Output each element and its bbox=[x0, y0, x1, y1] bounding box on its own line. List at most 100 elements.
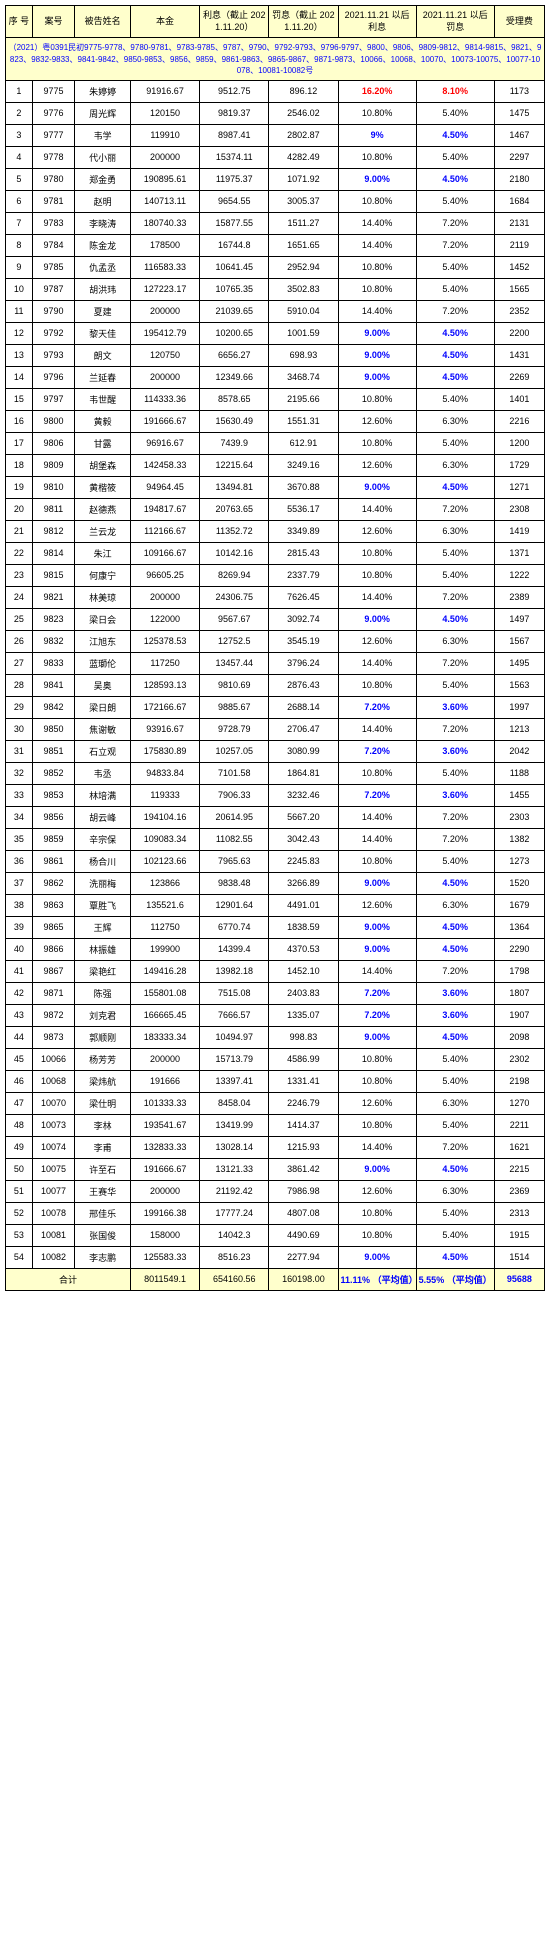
cell-after-penalty: 5.40% bbox=[416, 1202, 494, 1224]
cell-fee: 2308 bbox=[494, 498, 544, 520]
table-row: 39777韦学1199108987.412802.879%4.50%1467 bbox=[6, 124, 545, 146]
cell-after-penalty: 4.50% bbox=[416, 168, 494, 190]
cell-seq: 41 bbox=[6, 960, 33, 982]
cell-penalty: 4490.69 bbox=[269, 1224, 338, 1246]
col-principal: 本金 bbox=[130, 6, 199, 38]
cell-fee: 2200 bbox=[494, 322, 544, 344]
cell-name: 胡云峰 bbox=[75, 806, 131, 828]
cell-after-interest: 9.00% bbox=[338, 344, 416, 366]
cell-name: 杨合川 bbox=[75, 850, 131, 872]
cell-case: 9859 bbox=[32, 828, 74, 850]
cell-principal: 178500 bbox=[130, 234, 199, 256]
cell-seq: 4 bbox=[6, 146, 33, 168]
header-row: 序 号 案号 被告姓名 本金 利息（截止 2021.11.20） 罚息（截止 2… bbox=[6, 6, 545, 38]
cell-interest: 9728.79 bbox=[200, 718, 269, 740]
table-row: 4810073李林193541.6713419.991414.3710.80%5… bbox=[6, 1114, 545, 1136]
cell-name: 韦丞 bbox=[75, 762, 131, 784]
cell-penalty: 1651.65 bbox=[269, 234, 338, 256]
cell-principal: 122000 bbox=[130, 608, 199, 630]
cell-penalty: 5536.17 bbox=[269, 498, 338, 520]
cell-penalty: 1838.59 bbox=[269, 916, 338, 938]
cell-after-interest: 12.60% bbox=[338, 894, 416, 916]
cell-case: 10066 bbox=[32, 1048, 74, 1070]
cell-name: 洗丽梅 bbox=[75, 872, 131, 894]
table-row: 339853林培满1193337906.333232.467.20%3.60%1… bbox=[6, 784, 545, 806]
cell-seq: 34 bbox=[6, 806, 33, 828]
cell-seq: 22 bbox=[6, 542, 33, 564]
cell-principal: 116583.33 bbox=[130, 256, 199, 278]
table-row: 299842梁日朗172166.679885.672688.147.20%3.6… bbox=[6, 696, 545, 718]
cell-after-penalty: 3.60% bbox=[416, 982, 494, 1004]
cell-interest: 12349.66 bbox=[200, 366, 269, 388]
sum-after-interest: 11.11% （平均值） bbox=[338, 1268, 416, 1290]
cell-after-penalty: 3.60% bbox=[416, 696, 494, 718]
cell-penalty: 3861.42 bbox=[269, 1158, 338, 1180]
cell-interest: 10641.45 bbox=[200, 256, 269, 278]
table-row: 219812兰云龙112166.6711352.723349.8912.60%6… bbox=[6, 520, 545, 542]
cell-penalty: 698.93 bbox=[269, 344, 338, 366]
cell-principal: 191666.67 bbox=[130, 410, 199, 432]
cell-after-penalty: 7.20% bbox=[416, 586, 494, 608]
col-case: 案号 bbox=[32, 6, 74, 38]
cell-interest: 15713.79 bbox=[200, 1048, 269, 1070]
cell-penalty: 2195.66 bbox=[269, 388, 338, 410]
cell-after-penalty: 6.30% bbox=[416, 410, 494, 432]
cell-principal: 123866 bbox=[130, 872, 199, 894]
cell-after-interest: 9.00% bbox=[338, 1246, 416, 1268]
cell-after-interest: 12.60% bbox=[338, 520, 416, 542]
cell-name: 郑金勇 bbox=[75, 168, 131, 190]
cell-penalty: 5667.20 bbox=[269, 806, 338, 828]
cell-seq: 23 bbox=[6, 564, 33, 586]
cell-fee: 2269 bbox=[494, 366, 544, 388]
cell-fee: 1679 bbox=[494, 894, 544, 916]
sum-principal: 8011549.1 bbox=[130, 1268, 199, 1290]
cell-seq: 36 bbox=[6, 850, 33, 872]
table-row: 49778代小丽20000015374.114282.4910.80%5.40%… bbox=[6, 146, 545, 168]
cell-case: 10074 bbox=[32, 1136, 74, 1158]
cell-fee: 1497 bbox=[494, 608, 544, 630]
cell-case: 9872 bbox=[32, 1004, 74, 1026]
cell-fee: 1419 bbox=[494, 520, 544, 542]
cell-fee: 1684 bbox=[494, 190, 544, 212]
cell-interest: 8578.65 bbox=[200, 388, 269, 410]
table-row: 5110077王赛华20000021192.427986.9812.60%6.3… bbox=[6, 1180, 545, 1202]
cell-principal: 94833.84 bbox=[130, 762, 199, 784]
cell-seq: 53 bbox=[6, 1224, 33, 1246]
cell-after-penalty: 7.20% bbox=[416, 828, 494, 850]
cell-seq: 7 bbox=[6, 212, 33, 234]
col-after-interest: 2021.11.21 以后利息 bbox=[338, 6, 416, 38]
cell-seq: 27 bbox=[6, 652, 33, 674]
cell-principal: 200000 bbox=[130, 366, 199, 388]
cell-interest: 10200.65 bbox=[200, 322, 269, 344]
cell-after-interest: 10.80% bbox=[338, 542, 416, 564]
cell-fee: 2352 bbox=[494, 300, 544, 322]
cell-penalty: 3080.99 bbox=[269, 740, 338, 762]
cell-after-interest: 9.00% bbox=[338, 1158, 416, 1180]
cell-after-penalty: 7.20% bbox=[416, 234, 494, 256]
cell-penalty: 2337.79 bbox=[269, 564, 338, 586]
col-defendant: 被告姓名 bbox=[75, 6, 131, 38]
cell-fee: 1222 bbox=[494, 564, 544, 586]
cell-name: 周光辉 bbox=[75, 102, 131, 124]
cell-fee: 1173 bbox=[494, 80, 544, 102]
cell-principal: 194104.16 bbox=[130, 806, 199, 828]
cell-penalty: 2277.94 bbox=[269, 1246, 338, 1268]
cell-after-penalty: 6.30% bbox=[416, 454, 494, 476]
cell-seq: 9 bbox=[6, 256, 33, 278]
cell-penalty: 1551.31 bbox=[269, 410, 338, 432]
cell-after-penalty: 7.20% bbox=[416, 718, 494, 740]
cell-case: 9780 bbox=[32, 168, 74, 190]
table-row: 279833蓝瑡伦11725013457.443796.2414.40%7.20… bbox=[6, 652, 545, 674]
cell-principal: 109166.67 bbox=[130, 542, 199, 564]
cell-interest: 10257.05 bbox=[200, 740, 269, 762]
cell-name: 吴奥 bbox=[75, 674, 131, 696]
cell-case: 9842 bbox=[32, 696, 74, 718]
cell-name: 杨芳芳 bbox=[75, 1048, 131, 1070]
cell-name: 邢佳乐 bbox=[75, 1202, 131, 1224]
cell-case: 9787 bbox=[32, 278, 74, 300]
cell-name: 夏建 bbox=[75, 300, 131, 322]
cell-name: 黄楷筱 bbox=[75, 476, 131, 498]
cell-interest: 9567.67 bbox=[200, 608, 269, 630]
cell-after-penalty: 7.20% bbox=[416, 300, 494, 322]
cell-case: 9812 bbox=[32, 520, 74, 542]
